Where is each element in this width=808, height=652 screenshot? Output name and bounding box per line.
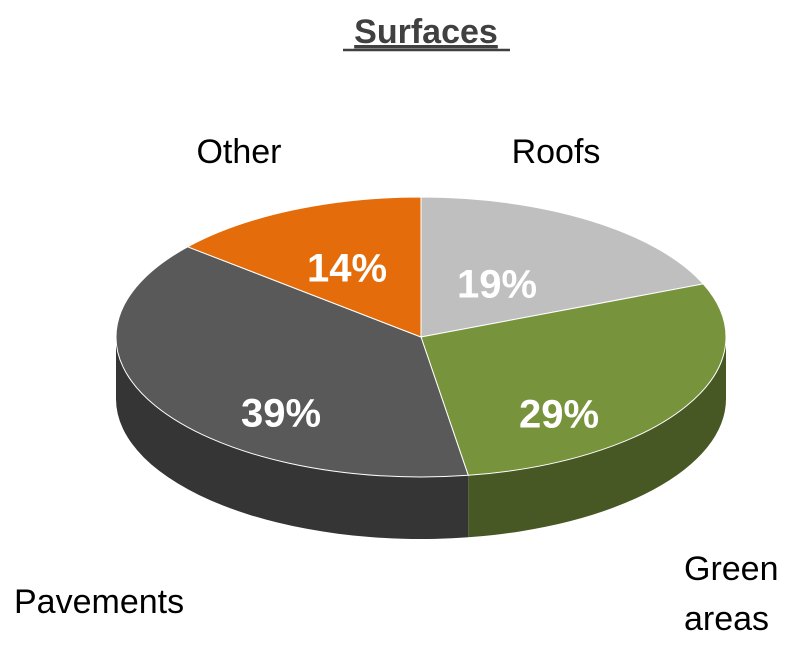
category-label-green-areas: Green areas (684, 550, 779, 638)
data-label-roofs: 19% (457, 263, 537, 307)
slice-side-pavements (116, 337, 469, 539)
slice-pavements (115, 246, 469, 478)
category-label-roofs: Roofs (512, 133, 601, 171)
slice-other (186, 196, 422, 338)
pie-layer (115, 196, 727, 539)
category-label-other: Other (196, 133, 281, 171)
data-label-pavements: 39% (241, 392, 321, 436)
chart-title: Surfaces (354, 13, 498, 51)
data-label-other: 14% (307, 247, 387, 291)
slice-green-areas (420, 283, 727, 476)
data-label-green-areas: 29% (519, 393, 599, 437)
category-label-pavements: Pavements (14, 583, 184, 621)
slice-side-green-areas (468, 337, 726, 538)
slice-roofs (420, 196, 705, 338)
label-layer: 19% 29% 39% 14% Roofs Green areas Pavements Othe… (14, 133, 779, 638)
